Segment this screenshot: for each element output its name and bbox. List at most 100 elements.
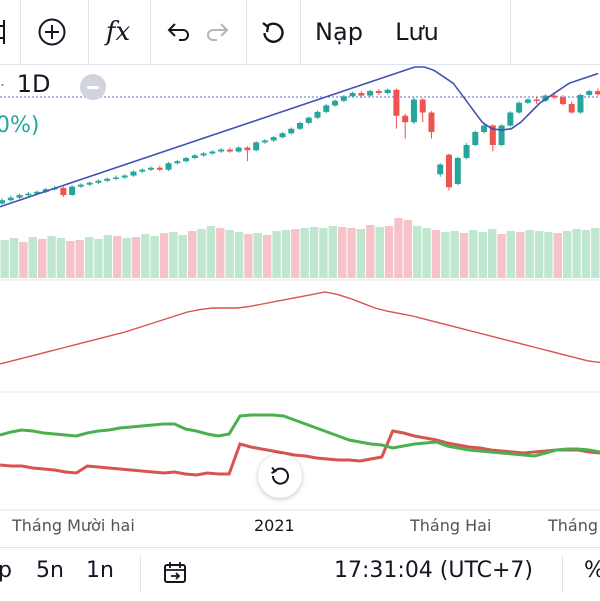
candle-body [340,96,347,101]
candle-body [419,99,426,113]
candle-body [235,147,242,152]
candle-body [595,91,600,95]
volume-bar [469,230,478,278]
fx-button[interactable]: fx [100,0,136,64]
toolbar-divider [20,0,21,64]
volume-bar [497,234,506,278]
volume-bar [394,218,403,278]
candle-body [472,132,479,145]
candle-body [314,111,321,118]
volume-bar [366,225,375,278]
candle-body [156,167,163,170]
fx-icon: fx [105,17,131,47]
candle-body [586,91,593,95]
candle-body [104,178,111,181]
volume-bar [459,233,469,278]
volume-bar [281,230,291,278]
volume-bar [84,237,94,278]
candle-body [34,191,41,194]
redo-icon[interactable] [200,0,236,64]
volume-bar [0,240,9,278]
volume-bar [478,232,487,278]
time-axis-label: Tháng Hai [410,516,492,535]
save-layout-button[interactable]: Lưu [384,0,450,64]
chart-canvas[interactable] [0,64,600,546]
undo-icon[interactable] [160,0,196,64]
candle-body [261,140,268,143]
candle-body [446,154,452,188]
candle-body [270,137,277,141]
goto-date-icon[interactable] [162,560,188,586]
candle-body [191,155,198,158]
candle-body [323,105,330,112]
clock-timezone[interactable]: 17:31:04 (UTC+7) [334,558,534,583]
candle-body [489,125,496,145]
candle-body [516,102,523,113]
volume-bar [300,228,309,278]
candle-body [139,169,146,172]
collapse-legend-button[interactable] [80,74,106,100]
candle-body [0,200,5,204]
candle-body [410,99,417,123]
candle-body [279,133,286,138]
reset-icon [271,466,289,485]
candle-body [288,128,295,134]
range-1n-button[interactable]: 1n [86,558,114,583]
volume-bar [75,240,84,278]
candle-body [7,197,14,201]
candle-body [200,153,207,156]
candle-body [112,177,119,179]
symbol-prefix: · [0,75,6,95]
time-axis-label: 2021 [254,516,295,535]
volume-bar [28,237,37,278]
volume-bar [19,242,28,278]
indicators-icon[interactable] [0,0,14,64]
volume-bar [553,233,562,278]
toolbar-divider [510,0,511,64]
volume-bar [188,231,197,278]
candle-body [542,95,549,101]
volume-bar [234,232,244,278]
candle-body [551,95,558,98]
candle-body [375,91,382,93]
candle-body [174,161,181,164]
refresh-icon[interactable] [254,0,292,64]
candle-body [95,180,102,183]
candle-body [148,167,154,170]
toolbar-divider [246,0,247,64]
add-plus-icon[interactable] [30,0,74,64]
volume-bar [253,233,262,278]
candle-body [183,158,190,162]
volume-bar [216,228,225,278]
interval-label[interactable]: 1D [16,70,51,98]
candle-body [349,93,356,97]
time-axis-label: Tháng Mười hai [12,516,135,535]
volume-bar [131,237,141,278]
candle-body [533,99,540,101]
candle-body [121,175,128,178]
volume-bar [516,232,525,278]
volume-bar [572,229,581,278]
candle-body [507,112,514,126]
range-button-partial[interactable]: p [0,558,12,583]
candle-body [463,145,470,158]
reset-chart-button[interactable] [258,454,302,498]
candle-body [77,184,84,187]
candle-body [402,115,409,123]
volume-bar [225,230,234,278]
volume-bar [450,231,459,278]
candle-body [559,97,566,105]
range-5n-button[interactable]: 5n [36,558,64,583]
candle-body [297,122,303,129]
load-layout-button[interactable]: Nạp [308,0,370,64]
percent-scale-button[interactable]: % [584,558,600,583]
volume-bar [431,230,441,278]
save-layout-label: Lưu [395,18,439,46]
volume-bar [150,236,159,278]
volume-bar [141,234,150,278]
volume-bar [544,232,553,278]
toolbar-divider [300,0,301,64]
candle-body [69,186,76,196]
minus-icon [87,85,99,89]
volume-bar [338,227,347,278]
